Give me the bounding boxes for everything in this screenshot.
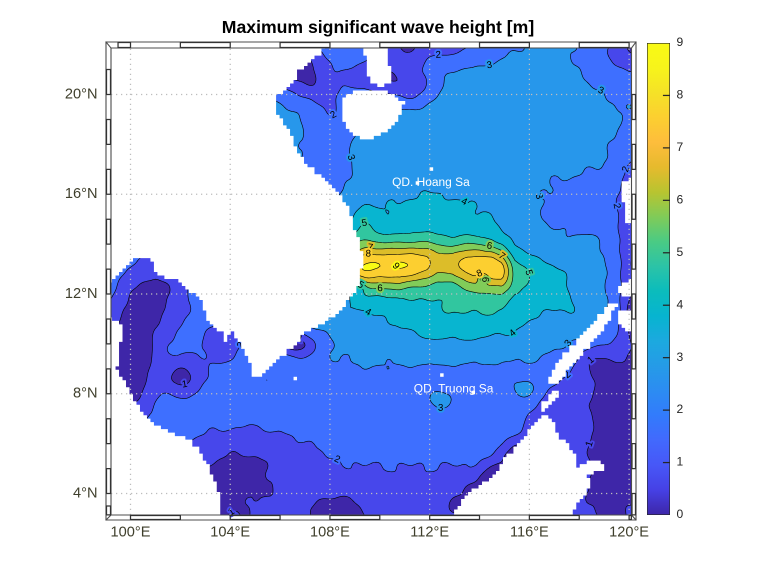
svg-text:16°N: 16°N [65,186,98,202]
svg-text:6: 6 [677,192,684,206]
svg-text:0: 0 [677,507,684,521]
svg-text:3: 3 [677,350,684,364]
svg-text:2: 2 [677,402,684,416]
svg-text:QD. Truong Sa: QD. Truong Sa [414,382,494,396]
svg-text:QD. Hoang Sa: QD. Hoang Sa [392,175,470,189]
svg-text:104°E: 104°E [210,524,250,540]
svg-text:1: 1 [677,455,684,469]
svg-text:8°N: 8°N [73,386,97,402]
svg-text:5: 5 [677,245,684,259]
svg-text:4°N: 4°N [73,485,97,501]
svg-text:9: 9 [677,35,684,49]
svg-text:8: 8 [677,88,684,102]
svg-text:4: 4 [677,297,684,311]
svg-text:Maximum significant wave heigh: Maximum significant wave height [m] [222,17,534,37]
svg-text:12°N: 12°N [65,286,98,302]
svg-text:108°E: 108°E [310,524,350,540]
svg-text:116°E: 116°E [510,524,549,540]
svg-text:7: 7 [677,140,684,154]
svg-text:100°E: 100°E [111,524,151,540]
svg-text:112°E: 112°E [410,524,449,540]
svg-text:20°N: 20°N [65,86,98,102]
svg-text:120°E: 120°E [609,524,649,540]
